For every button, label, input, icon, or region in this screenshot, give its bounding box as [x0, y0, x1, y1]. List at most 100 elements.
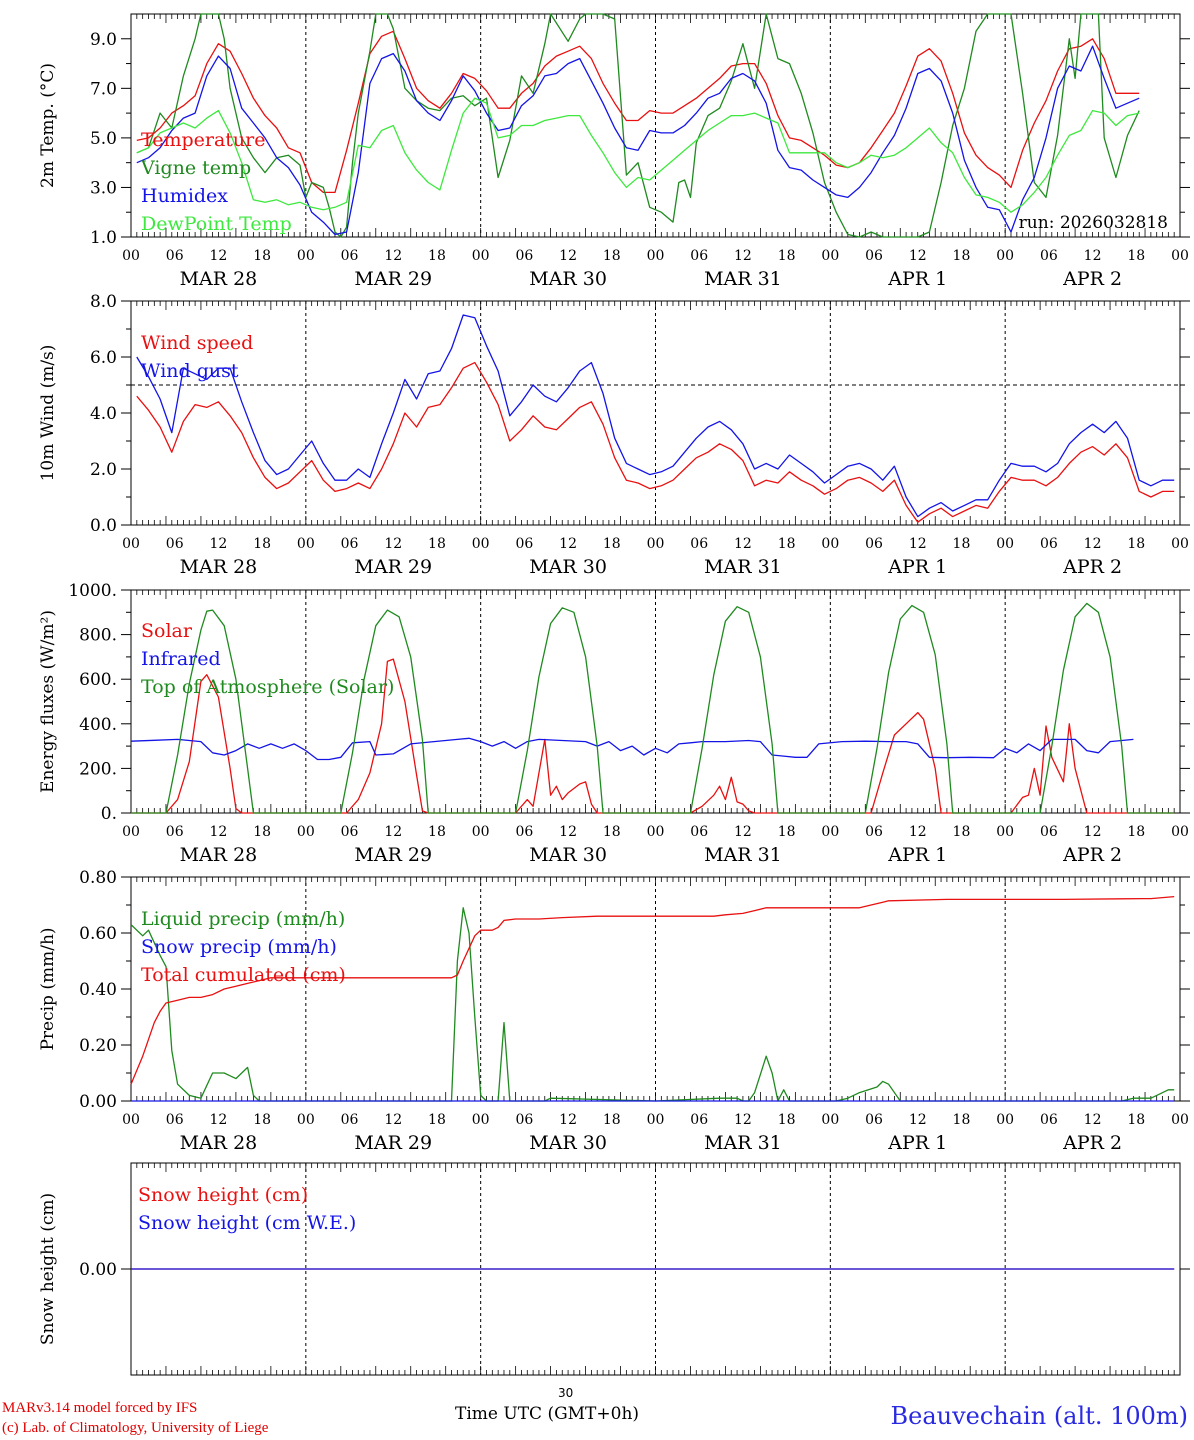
x-hour-label: 00 — [647, 248, 665, 264]
legend-entry: Liquid precip (mm/h) — [141, 908, 345, 930]
x-hour-label: 00 — [996, 1112, 1014, 1128]
x-hour-label: 12 — [909, 1112, 927, 1128]
x-hour-label: 06 — [341, 536, 359, 552]
x-hour-label: 06 — [515, 824, 533, 840]
x-hour-label: 06 — [865, 1112, 883, 1128]
x-hour-label: 18 — [1127, 248, 1145, 264]
series-line-energy-1 — [130, 737, 1134, 761]
plot-frame-wind — [130, 300, 1181, 526]
x-day-label: MAR 28 — [180, 844, 258, 866]
x-day-label: MAR 30 — [529, 844, 607, 866]
series-line-temp-1 — [136, 13, 1140, 238]
x-hour-label: 00 — [472, 1112, 490, 1128]
x-hour-label: 18 — [1127, 536, 1145, 552]
x-hour-label: 00 — [297, 824, 315, 840]
legend-entry: Vigne temp — [140, 157, 251, 179]
x-hour-label: 00 — [647, 824, 665, 840]
legend-entry: Infrared — [141, 648, 221, 670]
x-hour-label: 06 — [515, 1112, 533, 1128]
x-hour-label: 00 — [1171, 1112, 1189, 1128]
x-hour-label: 06 — [865, 536, 883, 552]
x-hour-label: 00 — [297, 1112, 315, 1128]
stray-axis-label: 30 — [558, 1386, 574, 1400]
x-hour-label: 06 — [515, 248, 533, 264]
x-hour-label: 12 — [734, 824, 752, 840]
x-hour-label: 06 — [690, 1112, 708, 1128]
x-hour-label: 00 — [297, 248, 315, 264]
x-day-label: MAR 30 — [529, 1132, 607, 1154]
x-hour-label: 12 — [384, 248, 402, 264]
x-hour-label: 18 — [603, 248, 621, 264]
y-axis-label-snow: Snow height (cm) — [38, 1193, 58, 1345]
x-hour-label: 12 — [909, 536, 927, 552]
y-tick-label: 0.80 — [79, 868, 117, 888]
x-hour-label: 06 — [166, 248, 184, 264]
y-tick-label: 4.0 — [90, 404, 117, 424]
x-hour-label: 00 — [472, 824, 490, 840]
x-day-label: APR 1 — [887, 844, 947, 866]
y-tick-label: 6.0 — [90, 348, 117, 368]
x-hour-label: 18 — [603, 824, 621, 840]
x-hour-label: 00 — [122, 536, 140, 552]
x-hour-label: 12 — [559, 248, 577, 264]
x-hour-label: 18 — [1127, 824, 1145, 840]
y-tick-label: 400. — [79, 715, 117, 735]
y-tick-label: 0.00 — [79, 1092, 117, 1112]
x-hour-label: 18 — [253, 248, 271, 264]
x-hour-label: 12 — [210, 536, 228, 552]
x-hour-label: 18 — [603, 536, 621, 552]
x-hour-label: 12 — [210, 824, 228, 840]
x-hour-label: 00 — [647, 1112, 665, 1128]
x-day-label: MAR 28 — [180, 1132, 258, 1154]
x-hour-label: 00 — [122, 1112, 140, 1128]
x-day-label: APR 1 — [887, 556, 947, 578]
x-hour-label: 18 — [253, 824, 271, 840]
x-hour-label: 12 — [734, 1112, 752, 1128]
x-hour-label: 18 — [253, 1112, 271, 1128]
y-axis-label-wind: 10m Wind (m/s) — [38, 345, 58, 482]
x-day-label: MAR 29 — [354, 268, 432, 290]
x-hour-label: 18 — [428, 824, 446, 840]
x-hour-label: 12 — [1084, 248, 1102, 264]
x-hour-label: 06 — [166, 1112, 184, 1128]
x-hour-label: 06 — [341, 1112, 359, 1128]
legend-entry: DewPoint Temp — [141, 213, 292, 235]
x-hour-label: 18 — [603, 1112, 621, 1128]
x-axis-title: Time UTC (GMT+0h) — [455, 1404, 640, 1424]
x-hour-label: 18 — [1127, 1112, 1145, 1128]
x-hour-label: 12 — [734, 248, 752, 264]
x-day-label: MAR 31 — [704, 844, 782, 866]
y-tick-label: 7.0 — [90, 79, 117, 99]
x-day-label: MAR 31 — [704, 1132, 782, 1154]
x-hour-label: 00 — [1171, 824, 1189, 840]
x-hour-label: 06 — [690, 536, 708, 552]
x-hour-label: 18 — [428, 1112, 446, 1128]
x-hour-label: 00 — [297, 536, 315, 552]
legend-entry: Wind speed — [141, 332, 253, 354]
x-hour-label: 18 — [253, 536, 271, 552]
legend-entry: Humidex — [141, 185, 228, 207]
x-hour-label: 18 — [778, 536, 796, 552]
x-hour-label: 12 — [559, 1112, 577, 1128]
x-hour-label: 00 — [996, 248, 1014, 264]
x-day-label: APR 1 — [887, 268, 947, 290]
x-hour-label: 06 — [1040, 536, 1058, 552]
x-day-label: APR 1 — [887, 1132, 947, 1154]
x-hour-label: 18 — [778, 248, 796, 264]
x-hour-label: 00 — [1171, 248, 1189, 264]
x-hour-label: 12 — [210, 248, 228, 264]
y-tick-label: 8.0 — [90, 292, 117, 312]
y-tick-label: 200. — [79, 759, 117, 779]
x-hour-label: 12 — [384, 824, 402, 840]
y-tick-label: 2.0 — [90, 460, 117, 480]
x-hour-label: 18 — [428, 536, 446, 552]
x-hour-label: 06 — [1040, 1112, 1058, 1128]
x-hour-label: 12 — [1084, 1112, 1102, 1128]
x-day-label: APR 2 — [1062, 844, 1122, 866]
x-hour-label: 18 — [778, 1112, 796, 1128]
x-hour-label: 00 — [821, 536, 839, 552]
x-hour-label: 18 — [778, 824, 796, 840]
x-hour-label: 06 — [341, 248, 359, 264]
